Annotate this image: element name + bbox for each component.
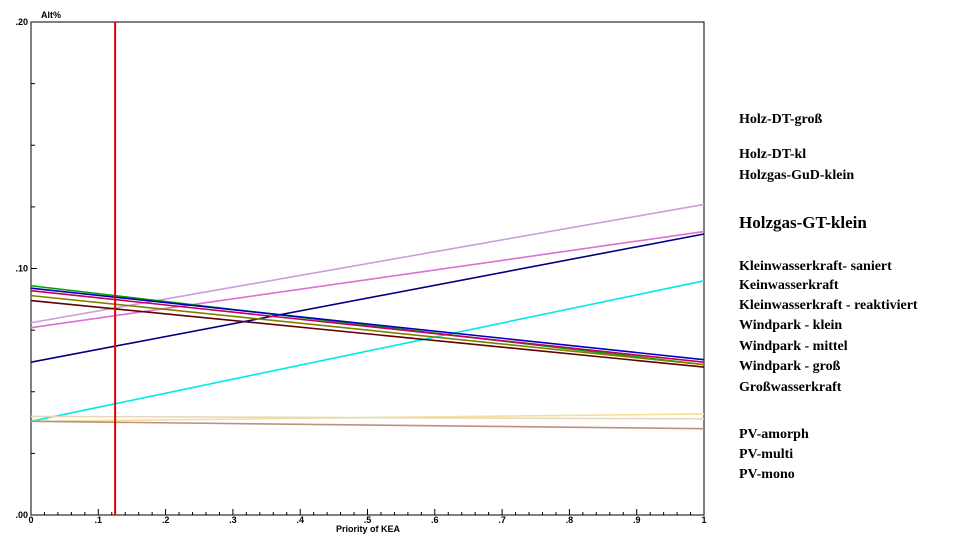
x-tick-label: .7: [498, 515, 506, 525]
y-tick-label: .10: [15, 264, 28, 274]
series-layer: [30, 203, 705, 430]
plot-area: [30, 21, 705, 516]
x-tick-label: .1: [95, 515, 103, 525]
y-tick-label: .00: [15, 510, 28, 520]
x-tick-label: .4: [296, 515, 304, 525]
legend-entry: Holzgas-GuD-klein: [739, 168, 855, 183]
x-tick-label: .6: [431, 515, 439, 525]
legend-entry: Windpark - mittel: [739, 339, 848, 354]
axes: 0 .1 .2 .3 .4 .5 .6 .7 .8 .9 1 .00 .10 .20: [15, 17, 706, 525]
series-line-8: [30, 294, 705, 366]
series-line-6: [30, 287, 705, 361]
plot-frame: [30, 21, 705, 516]
x-tick-label: .9: [633, 515, 641, 525]
x-tick-label: 1: [701, 515, 706, 525]
series-line-3: [30, 233, 705, 363]
series-line-7: [30, 289, 705, 363]
series-line-11: [30, 415, 705, 420]
legend-entry: PV-mono: [739, 467, 795, 482]
y-tick-label: .20: [15, 17, 28, 27]
x-tick-label: .2: [162, 515, 170, 525]
legend-entry: Windpark - klein: [739, 318, 843, 333]
legend-entry: Großwasserkraft: [739, 380, 842, 395]
legend-entry: Kleinwasserkraft- saniert: [739, 259, 892, 274]
series-line-12: [30, 420, 705, 430]
legend-entry: Holz-DT-groß: [739, 112, 823, 127]
x-tick-label: .5: [364, 515, 372, 525]
legend-entry: Keinwasserkraft: [739, 278, 839, 293]
y-axis-label: Alt%: [41, 10, 61, 20]
legend-entry: Windpark - groß: [739, 359, 841, 374]
x-axis-label: Priority of KEA: [336, 524, 401, 534]
x-tick-label: .8: [566, 515, 574, 525]
series-line-9: [30, 299, 705, 368]
legend-entry: PV-amorph: [739, 427, 809, 442]
series-line-5: [30, 284, 705, 366]
legend-entry: PV-multi: [739, 447, 794, 462]
series-line-4: [30, 280, 705, 423]
legend-entry: Kleinwasserkraft - reaktiviert: [739, 298, 918, 313]
x-tick-label: 0: [28, 515, 33, 525]
x-tick-label: .3: [229, 515, 237, 525]
legend-entry: Holz-DT-kl: [739, 147, 807, 162]
legend-entry: Holzgas-GT-klein: [739, 213, 867, 232]
